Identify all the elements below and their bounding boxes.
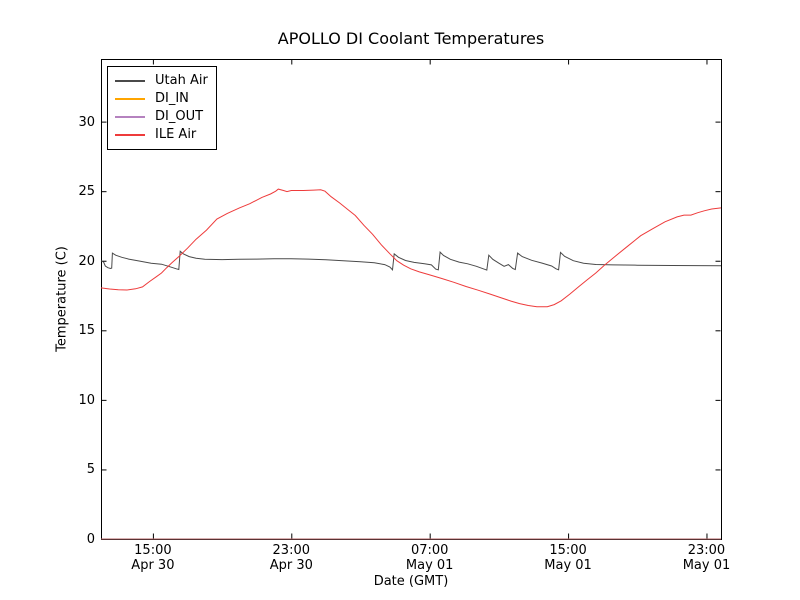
- y-tick-label: 30: [78, 114, 95, 130]
- y-tick-label: 5: [86, 462, 95, 478]
- x-tick-date: Apr 30: [269, 558, 313, 573]
- legend-item-di-out: DI_OUT: [115, 108, 208, 126]
- x-tick-label: 15:00 Apr 30: [131, 543, 174, 573]
- y-tick-label: 0: [86, 532, 95, 547]
- legend-item-label: ILE Air: [155, 127, 197, 142]
- x-tick-time: 23:00: [687, 543, 726, 558]
- y-tick-label: 25: [78, 184, 95, 200]
- chart-title: APOLLO DI Coolant Temperatures: [277, 29, 545, 48]
- legend-item-di-in: DI_IN: [115, 90, 208, 108]
- legend-item-label: DI_IN: [155, 91, 189, 106]
- x-tick-time: 07:00: [410, 543, 449, 558]
- x-tick-date: Apr 30: [131, 558, 175, 573]
- x-tick-time: 15:00: [549, 543, 587, 558]
- x-tick-time: 15:00: [134, 543, 172, 558]
- x-axis-label: Date (GMT): [373, 574, 449, 589]
- legend: Utah Air DI_IN DI_OUT ILE Air: [107, 66, 217, 150]
- x-tick-date: May 01: [682, 558, 731, 573]
- legend-item-ile-air: ILE Air: [115, 126, 208, 144]
- x-tick-date: May 01: [405, 558, 454, 573]
- y-tick-label: 15: [78, 323, 95, 339]
- y-tick-label: 10: [78, 392, 95, 408]
- legend-line-swatch: [115, 98, 145, 100]
- legend-item-label: Utah Air: [155, 73, 208, 88]
- x-tick-label: 23:00 Apr 30: [270, 543, 313, 573]
- x-tick-label: 15:00 May 01: [544, 543, 592, 573]
- x-tick-label: 23:00 May 01: [683, 543, 731, 573]
- legend-item-label: DI_OUT: [155, 109, 204, 124]
- legend-line-swatch: [115, 134, 145, 136]
- x-tick-date: May 01: [544, 558, 592, 573]
- legend-line-swatch: [115, 80, 145, 82]
- x-tick-label: 07:00 May 01: [406, 543, 454, 573]
- x-tick-time: 23:00: [272, 543, 311, 558]
- legend-item-utah-air: Utah Air: [115, 72, 208, 90]
- y-tick-label: 20: [78, 253, 95, 269]
- legend-line-swatch: [115, 116, 145, 118]
